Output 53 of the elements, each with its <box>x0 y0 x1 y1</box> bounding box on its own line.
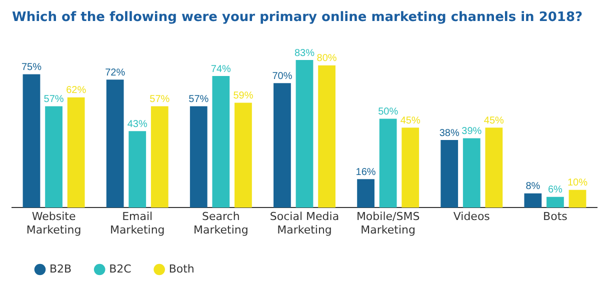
data-label: 38% <box>439 128 460 139</box>
data-label: 57% <box>150 94 170 106</box>
bar <box>524 193 542 208</box>
legend-label: B2B <box>50 262 72 276</box>
chart-title: Which of the following were your primary online marketing channels in 2018? <box>12 10 583 26</box>
bar <box>440 140 458 208</box>
bar <box>568 190 586 208</box>
x-tick-label: Website Marketing <box>26 210 82 236</box>
data-label: 74% <box>210 64 232 75</box>
data-label: 72% <box>105 67 126 78</box>
x-tick-label: Email Marketing <box>110 210 165 236</box>
x-tick-label: Social Media Marketing <box>270 210 340 236</box>
legend-label: B2C <box>109 262 132 276</box>
x-tick-label: Search Marketing <box>194 210 248 236</box>
bar <box>234 102 252 208</box>
data-label: 45% <box>484 115 504 126</box>
data-label: 43% <box>127 118 148 130</box>
bar <box>128 131 146 208</box>
data-label: 59% <box>233 90 254 102</box>
data-label: 8% <box>526 181 540 192</box>
legend-label: Both <box>168 262 194 276</box>
data-label: 45% <box>400 115 420 126</box>
bar <box>22 74 40 208</box>
bar <box>462 138 480 208</box>
bar <box>357 179 374 208</box>
data-label: 57% <box>44 94 64 106</box>
data-label: 6% <box>548 184 563 196</box>
bar <box>546 196 564 208</box>
data-label: 50% <box>378 106 398 118</box>
data-label: 80% <box>316 53 337 64</box>
bar <box>150 106 168 208</box>
bar <box>402 128 420 208</box>
data-label: 39% <box>462 126 482 138</box>
data-label: 83% <box>294 48 315 59</box>
bar <box>67 97 85 208</box>
bar <box>45 106 62 208</box>
bar <box>106 80 124 208</box>
data-label: 16% <box>356 166 376 178</box>
data-label: 75% <box>21 62 42 74</box>
bar <box>379 118 397 208</box>
bar <box>318 65 336 208</box>
data-label: 57% <box>188 94 209 106</box>
x-tick-label: Mobile/SMS Marketing <box>356 210 420 236</box>
bar <box>485 128 503 208</box>
data-label: 70% <box>272 70 292 82</box>
data-label: 10% <box>567 178 588 189</box>
bar <box>190 106 208 208</box>
data-label: 62% <box>66 85 86 96</box>
x-tick-label: Videos <box>453 210 490 224</box>
bar <box>274 83 291 208</box>
bar <box>212 76 230 208</box>
bar <box>296 60 314 208</box>
x-tick-label: Bots <box>543 210 568 224</box>
